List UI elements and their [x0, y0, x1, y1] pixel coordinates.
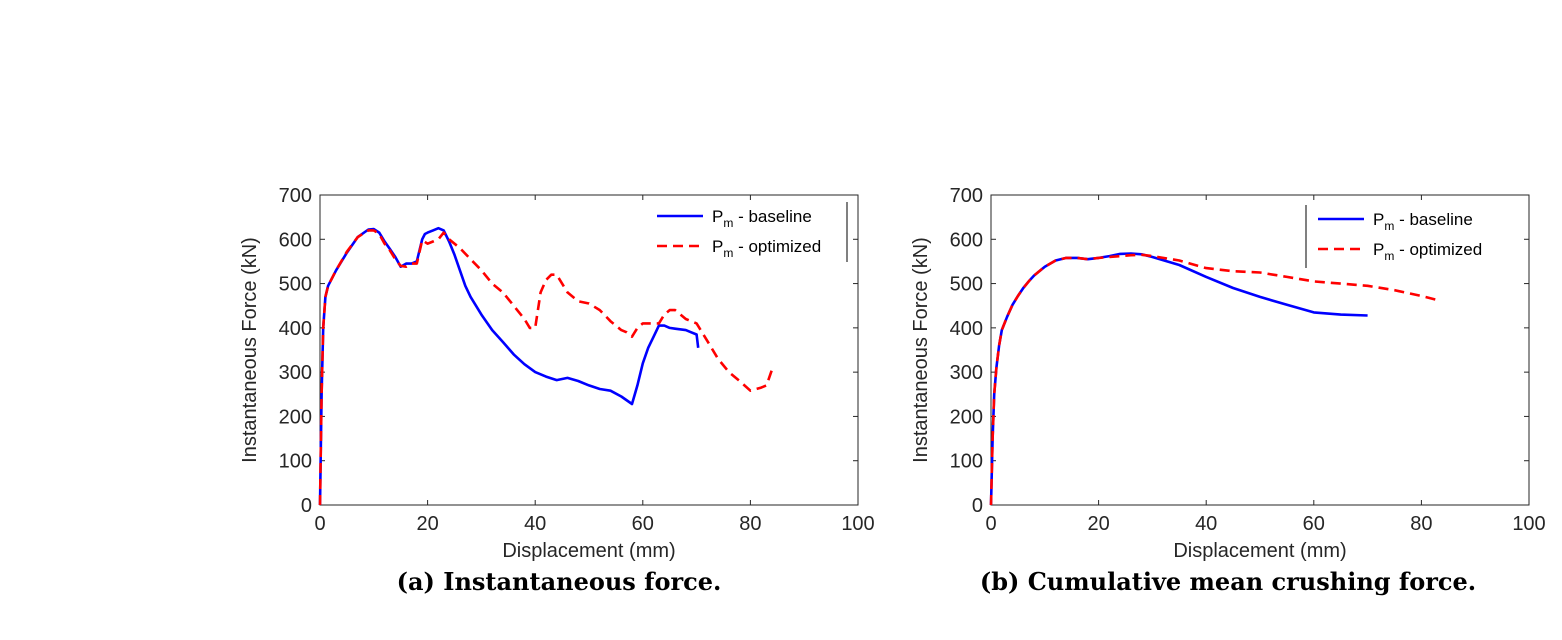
legend-label-subscript: m	[723, 216, 733, 230]
x-tick-label: 100	[841, 513, 874, 535]
y-tick-label: 700	[279, 185, 312, 207]
chart-panel-b: 0 20 40 60 80 100 0 100 200 300 400 500 600 700 Displa…	[910, 185, 1546, 596]
legend-label-text: - baseline	[733, 207, 811, 226]
x-tick-label: 20	[1087, 513, 1109, 535]
series-line-optimized	[989, 253, 1438, 506]
y-tick-label: 300	[950, 362, 983, 384]
series-line-optimized	[318, 229, 774, 506]
y-tick-label: 600	[950, 229, 983, 251]
chart-panel-a: 0 20 40 60 80 100 0 100 200 300 400 500 600 700 Displa…	[239, 185, 875, 596]
x-tick-label: 40	[524, 513, 546, 535]
legend-label: Pm - baseline	[712, 207, 812, 230]
y-tick-label: 400	[950, 318, 983, 340]
y-tick-label: 500	[950, 274, 983, 296]
plot-frame	[319, 194, 859, 506]
y-tick-label: 400	[279, 318, 312, 340]
series-line-baseline	[318, 226, 700, 506]
y-tick-label: 500	[279, 274, 312, 296]
legend-label-subscript: m	[1384, 219, 1394, 233]
legend-label: Pm - baseline	[1373, 210, 1473, 233]
legend-label-text: - baseline	[1394, 210, 1472, 229]
legend-label-text: - optimized	[1394, 240, 1482, 259]
legend-label-symbol: P	[712, 237, 723, 256]
x-tick-label: 80	[1410, 513, 1432, 535]
panel-caption: (b) Cumulative mean crushing force.	[980, 567, 1476, 596]
y-tick-label: 100	[279, 451, 312, 473]
y-tick-label: 200	[279, 406, 312, 428]
legend-label: Pm - optimized	[712, 237, 821, 260]
x-axis-label: Displacement (mm)	[1173, 540, 1346, 562]
y-tick-label: 100	[950, 451, 983, 473]
y-tick-label: 600	[279, 229, 312, 251]
series-line-baseline	[989, 252, 1368, 506]
x-tick-label: 0	[314, 513, 325, 535]
y-tick-label: 700	[950, 185, 983, 207]
x-tick-label: 80	[739, 513, 761, 535]
x-tick-label: 60	[632, 513, 654, 535]
x-tick-label: 60	[1303, 513, 1325, 535]
legend-label-symbol: P	[1373, 240, 1384, 259]
legend-label-symbol: P	[1373, 210, 1384, 229]
x-axis-label: Displacement (mm)	[502, 540, 675, 562]
legend-label-symbol: P	[712, 207, 723, 226]
legend-label: Pm - optimized	[1373, 240, 1482, 263]
legend-label-subscript: m	[1384, 249, 1394, 263]
y-tick-label: 0	[301, 495, 312, 517]
legend-label-text: - optimized	[733, 237, 821, 256]
panel-caption: (a) Instantaneous force.	[397, 567, 722, 596]
x-tick-label: 20	[416, 513, 438, 535]
y-axis-label: Instantaneous Force (kN)	[239, 237, 261, 463]
x-tick-label: 40	[1195, 513, 1217, 535]
plot-frame	[990, 194, 1530, 506]
y-tick-label: 0	[972, 495, 983, 517]
x-tick-label: 0	[985, 513, 996, 535]
legend-label-subscript: m	[723, 246, 733, 260]
y-tick-label: 200	[950, 406, 983, 428]
x-tick-label: 100	[1512, 513, 1545, 535]
y-tick-label: 300	[279, 362, 312, 384]
y-axis-label: Instantaneous Force (kN)	[910, 237, 932, 463]
